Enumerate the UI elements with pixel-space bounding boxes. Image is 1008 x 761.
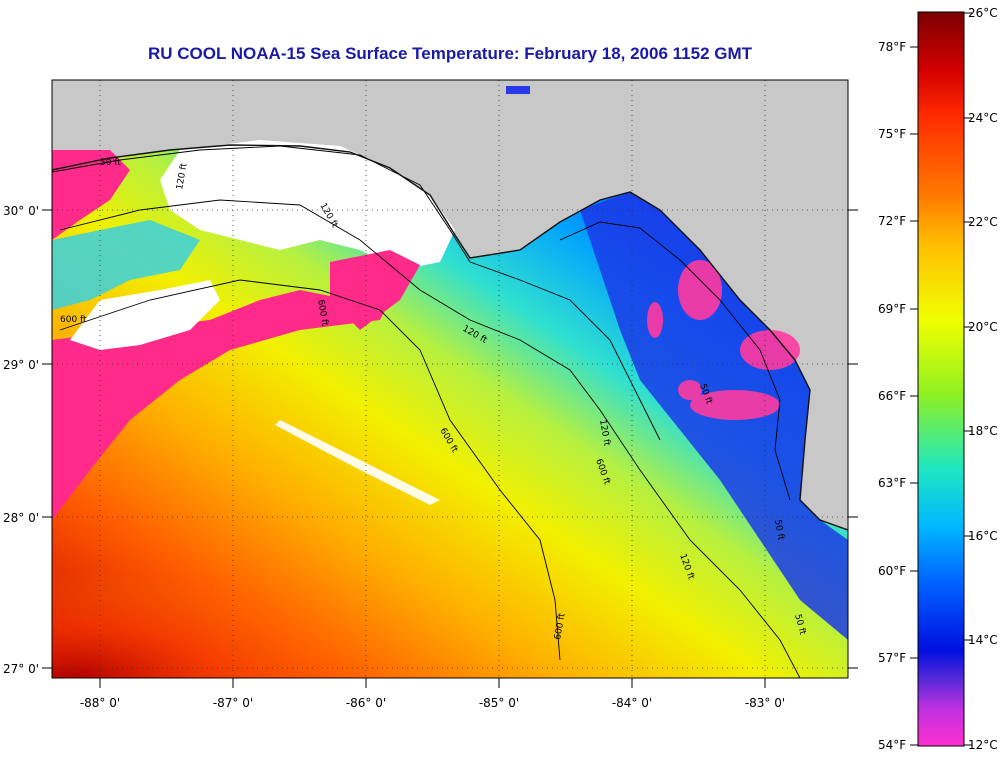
contour-label: 50 ft: [100, 158, 121, 168]
x-tick-label: -87° 0': [213, 696, 253, 710]
contour-label: 600 ft: [315, 299, 330, 327]
y-tick-label: 28° 0': [3, 511, 39, 525]
map-frame: [51, 79, 849, 679]
contour-label: 120 ft: [597, 419, 612, 447]
y-tick-label: 29° 0': [3, 358, 39, 372]
y-tick-label: 30° 0': [3, 204, 39, 218]
y-tick-label: 27° 0': [3, 662, 39, 676]
x-tick-label: -86° 0': [346, 696, 386, 710]
cold-flag-patches-east: [647, 260, 800, 420]
cloud-cover: [160, 140, 455, 270]
map-title: RU COOL NOAA-15 Sea Surface Temperature:…: [147, 44, 753, 63]
x-tick-label: -88° 0': [80, 696, 120, 710]
coastline: [52, 144, 848, 531]
contour-label: 600 ft: [553, 612, 568, 640]
x-tick-label: -84° 0': [612, 696, 652, 710]
x-tick-label: -83° 0': [745, 696, 785, 710]
contour-label: 50 ft: [772, 519, 786, 542]
contour-label: 600 ft: [60, 315, 87, 325]
cold-flag-region-west: [52, 290, 395, 520]
x-tick-label: -85° 0': [479, 696, 519, 710]
contour-label: 120 ft: [175, 162, 190, 190]
bathymetry-contours: [52, 145, 801, 678]
